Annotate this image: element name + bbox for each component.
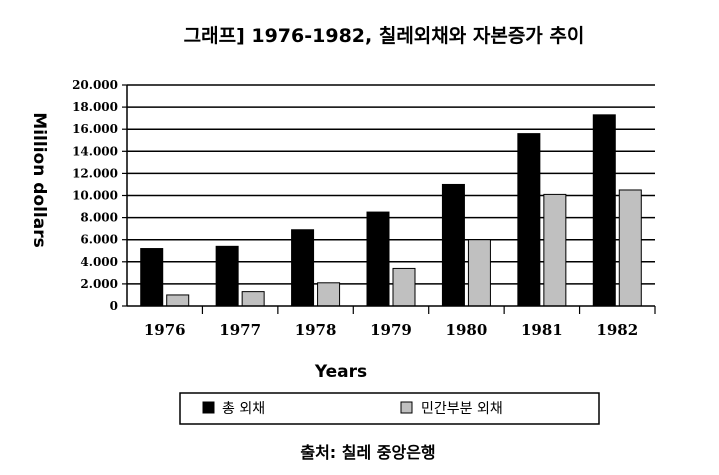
- x-tick-label: 1979: [370, 321, 412, 339]
- y-tick-label: 0: [110, 299, 118, 313]
- x-tick-label: 1978: [295, 321, 337, 339]
- y-tick-label: 4.000: [80, 255, 118, 269]
- y-tick-label: 12.000: [72, 166, 118, 180]
- legend: 총 외채 민간부분 외채: [179, 392, 600, 425]
- x-axis-label: Years: [314, 362, 367, 382]
- bar-total-1981: [517, 133, 541, 307]
- x-tick-label: 1981: [521, 321, 563, 339]
- legend-label-private: 민간부분 외채: [421, 401, 503, 417]
- x-tick-label: 1982: [596, 321, 638, 339]
- source-note: 출처: 칠레 중앙은행: [300, 443, 435, 462]
- bar-private-1978: [317, 282, 341, 307]
- bar-total-1980: [441, 183, 465, 307]
- grid-lines: [122, 84, 655, 307]
- bar-private-1976: [166, 294, 190, 307]
- x-tick-label: 1977: [219, 321, 261, 339]
- bar-total-1976: [140, 248, 164, 307]
- y-tick-label: 18.000: [72, 100, 118, 114]
- axes: [126, 85, 656, 314]
- y-tick-label: 14.000: [72, 144, 118, 158]
- y-tick-label: 10.000: [72, 189, 118, 203]
- plot-area: 0 2.000 4.000 6.000 8.000 10.000 12.000 14.000 1…: [72, 78, 656, 339]
- bar-total-1977: [215, 245, 239, 307]
- bar-total-1979: [366, 211, 390, 307]
- legend-label-total: 총 외채: [222, 401, 265, 417]
- x-tick-label: 1980: [446, 321, 488, 339]
- chart-title: 그래프] 1976-1982, 칠레외채와 자본증가 추이: [184, 25, 585, 47]
- y-tick-label: 2.000: [80, 277, 118, 291]
- bar-total-1978: [291, 229, 315, 307]
- x-tick-label: 1976: [144, 321, 186, 339]
- y-tick-labels: 0 2.000 4.000 6.000 8.000 10.000 12.000 14.000 1…: [72, 78, 118, 313]
- x-tick-labels: 1976 1977 1978 1979 1980 1981 1982: [144, 321, 638, 339]
- y-axis-label: Million dollars: [29, 112, 49, 247]
- bar-private-1982: [618, 189, 642, 307]
- y-tick-label: 20.000: [72, 78, 118, 92]
- bar-private-1979: [392, 267, 416, 307]
- legend-swatch-private: [400, 401, 413, 414]
- legend-box: [179, 392, 600, 425]
- bar-private-1981: [543, 193, 567, 307]
- bar-private-1977: [241, 291, 265, 307]
- bars: [140, 114, 642, 307]
- bar-total-1982: [592, 114, 616, 307]
- y-tick-label: 8.000: [80, 211, 118, 225]
- bar-private-1980: [467, 239, 491, 307]
- y-tick-label: 16.000: [72, 122, 118, 136]
- y-tick-label: 6.000: [80, 233, 118, 247]
- legend-swatch-total: [202, 401, 215, 414]
